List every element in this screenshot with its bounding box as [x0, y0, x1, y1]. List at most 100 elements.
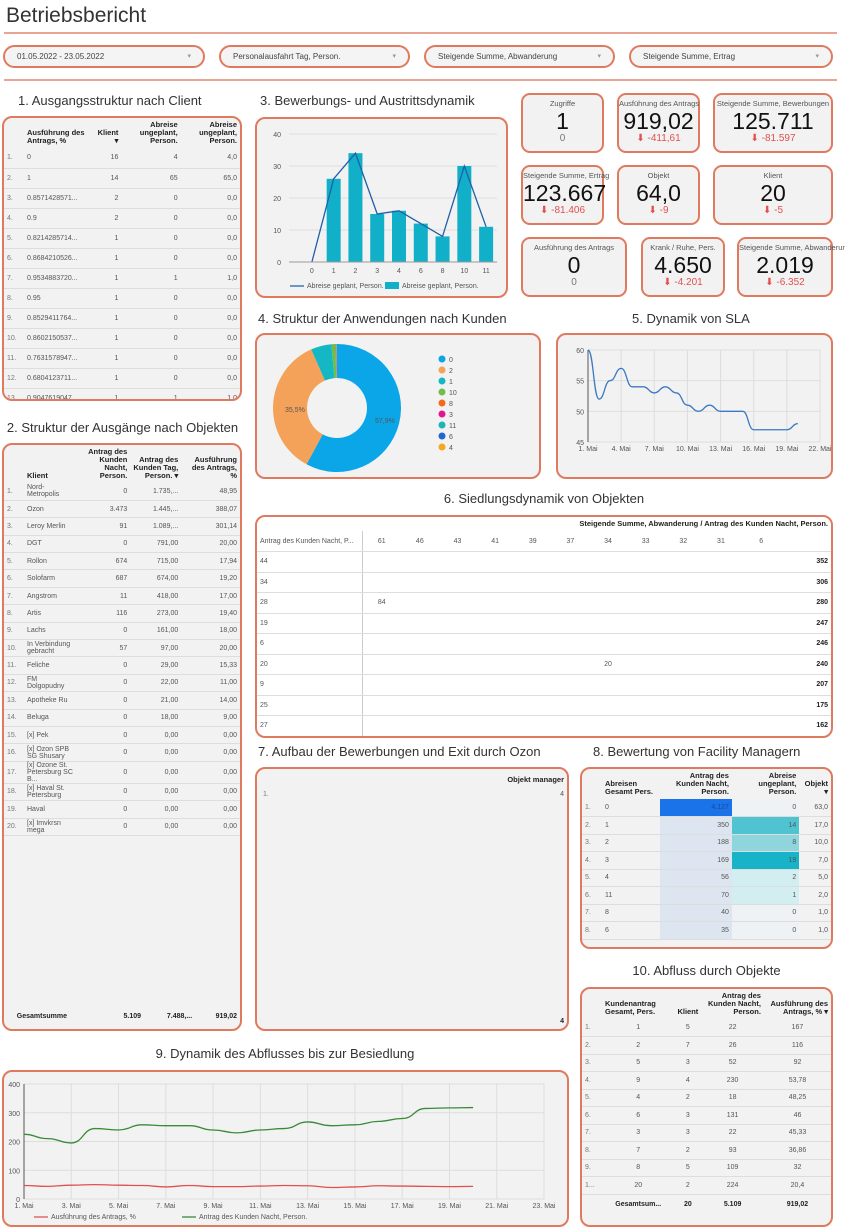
- kpi-value: 123.667: [523, 180, 607, 206]
- table-cell: [626, 572, 665, 593]
- column-header[interactable]: 32: [664, 531, 703, 552]
- row-index: 6.: [4, 248, 24, 269]
- column-header[interactable]: 37: [551, 531, 590, 552]
- column-header[interactable]: Abreise ungeplant, Person.: [758, 771, 797, 796]
- column-header[interactable]: Klient ▾: [97, 128, 119, 145]
- column-header[interactable]: Objekt ▾: [804, 779, 828, 796]
- table-cell: [476, 695, 514, 716]
- table-cell: 0.9: [24, 208, 94, 229]
- column-header[interactable]: 34: [589, 531, 627, 552]
- column-header[interactable]: Antrag des Kunden Tag, Person. ▾: [133, 455, 179, 480]
- table-cell: [702, 674, 740, 696]
- table-cell: [626, 613, 665, 634]
- x-tick-label: 8: [441, 268, 445, 275]
- row-total: 240: [782, 654, 831, 675]
- bar: [370, 214, 385, 262]
- column-header[interactable]: Abreise ungeplant, Person.: [139, 120, 178, 145]
- table-cell: 0,0: [180, 228, 240, 249]
- kpi-delta: ⬇ -411,61: [636, 133, 681, 144]
- table-cell: 273,00: [130, 604, 182, 623]
- table-cell: 0,0: [180, 308, 240, 329]
- column-header[interactable]: Ausführung des Antrags, % ▾: [770, 999, 829, 1016]
- kpi-card: Ausführung des Antrags 919,02 ⬇ -411,61: [617, 93, 700, 153]
- total-cell: 919,02: [786, 1201, 809, 1208]
- chart-application-dynamics: 0 10 20 30 40 0 1 2 3 4 6 8 10 11 Abreise geplant, Per…: [255, 117, 508, 298]
- pie-slice: [273, 349, 325, 465]
- column-header[interactable]: Antrag des Kunden Nacht, Person.: [88, 447, 128, 480]
- y-tick-label: 10: [273, 228, 281, 235]
- column-header[interactable]: 6: [739, 531, 783, 552]
- x-tick-label: 19. Mai: [438, 1203, 461, 1210]
- kpi-label: Ausführung des Antrags: [619, 99, 700, 108]
- table-cell: [551, 715, 590, 736]
- column-header[interactable]: Antrag des Kunden Nacht, Person.: [675, 771, 729, 796]
- column-header[interactable]: 43: [438, 531, 477, 552]
- y-tick-label: 45: [576, 440, 584, 447]
- kpi-label: Steigende Summe, Ertrag: [523, 171, 610, 180]
- table-cell: 0.95: [24, 288, 94, 309]
- table-cell: 0: [78, 656, 131, 675]
- table-cell: 0,00: [130, 726, 182, 745]
- date-range-filter[interactable]: 01.05.2022 - 23.05.2022 ▾: [3, 45, 205, 68]
- table-cell: 116: [763, 1036, 831, 1055]
- data-label: 57,9%: [375, 418, 395, 425]
- column-header[interactable]: Ausführung des Antrags, %: [27, 128, 85, 145]
- table-cell: 84: [362, 592, 401, 614]
- table-cell: 14: [731, 816, 800, 835]
- filter-abwanderung[interactable]: Steigende Summe, Abwanderung ▾: [424, 45, 615, 68]
- column-header[interactable]: 39: [513, 531, 552, 552]
- x-tick-label: 21. Mai: [485, 1203, 508, 1210]
- column-header[interactable]: 31: [702, 531, 740, 552]
- table-cell: [551, 633, 590, 655]
- column-header[interactable]: 41: [476, 531, 514, 552]
- dropdown-icon: ▾: [597, 53, 601, 60]
- legend-swatch: [438, 377, 446, 385]
- row-index: 7.: [4, 268, 24, 289]
- total-cell: [4, 1007, 14, 1028]
- row-index: 4.: [582, 1071, 602, 1090]
- row-total: 246: [782, 633, 831, 655]
- table-cell: [438, 613, 477, 634]
- column-header[interactable]: 46: [401, 531, 439, 552]
- column-header[interactable]: Antrag des Kunden Nacht, Person.: [708, 991, 761, 1016]
- x-tick-label: 3: [375, 268, 379, 275]
- row-index: 2.: [4, 500, 24, 519]
- column-header[interactable]: Kundenantrag Gesamt, Pers.: [605, 999, 656, 1016]
- table-cell: 388,07: [181, 500, 240, 519]
- row-index: 1.: [263, 791, 269, 798]
- table-cell: [740, 736, 783, 738]
- table-row: 3. 5 3 52 92: [582, 1054, 831, 1072]
- table-cell: 22,00: [130, 674, 182, 693]
- column-header[interactable]: 61: [362, 531, 401, 552]
- table-cell: [702, 715, 740, 736]
- table-cell: 3.473: [78, 500, 131, 519]
- filter-ertrag[interactable]: Steigende Summe, Ertrag ▾: [629, 45, 833, 68]
- row-index: 2.: [582, 1036, 602, 1055]
- table-cell: 65,0: [180, 168, 240, 189]
- total-cell: 5.109: [723, 1201, 742, 1208]
- table-cell: [513, 572, 552, 593]
- table-cell: 418,00: [130, 587, 182, 606]
- column-header[interactable]: Klient: [677, 1007, 699, 1016]
- filter-personalausfahrt[interactable]: Personalausfahrt Tag, Person. ▾: [219, 45, 410, 68]
- table-row: 12. 0.6804123711... 1 0 0,0: [4, 368, 240, 389]
- y-tick-label: 40: [273, 132, 281, 139]
- table-cell: [513, 633, 552, 655]
- y-tick-label: 400: [8, 1082, 20, 1089]
- table-cell: 1: [93, 388, 122, 399]
- table-cell: 0.8214285714...: [24, 228, 94, 249]
- column-header[interactable]: Klient: [27, 471, 48, 480]
- table-cell: 3: [674, 1124, 702, 1142]
- column-header[interactable]: Abreisen Gesamt Pers.: [605, 779, 653, 796]
- y-tick-label: 300: [8, 1111, 20, 1118]
- column-header[interactable]: 33: [626, 531, 665, 552]
- column-header[interactable]: Ausführung des Antrags, %: [191, 455, 237, 480]
- bar: [435, 236, 450, 262]
- section-title-10: 10. Abfluss durch Objekte: [632, 963, 781, 978]
- pie-slice: [306, 344, 401, 472]
- column-header[interactable]: Abreise ungeplant, Person.: [199, 120, 237, 145]
- row-index: 9.: [4, 622, 24, 641]
- legend-label: 2: [449, 368, 453, 375]
- table-cell: 0,0: [180, 288, 240, 309]
- x-tick-label: 3. Mai: [62, 1203, 82, 1210]
